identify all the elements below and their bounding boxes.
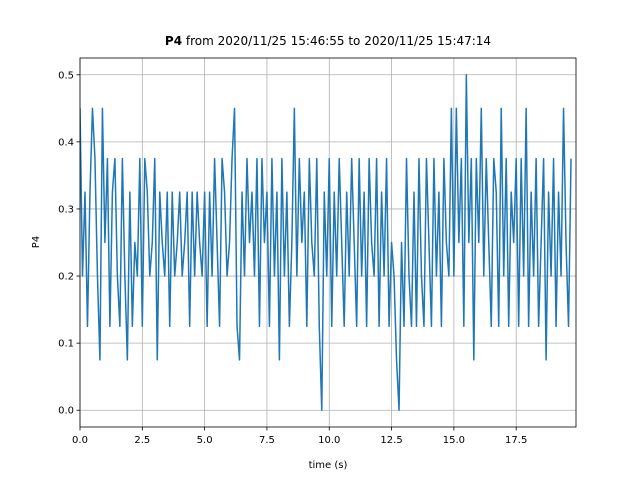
y-tick-label: 0.1 (58, 339, 74, 350)
x-tick-label: 2.5 (134, 435, 150, 446)
chart-title: P4 from 2020/11/25 15:46:55 to 2020/11/2… (165, 34, 491, 48)
y-tick-label: 0.3 (58, 204, 74, 215)
y-tick-label: 0.2 (58, 272, 74, 283)
x-axis-label: time (s) (309, 460, 348, 471)
x-tick-label: 15.0 (443, 435, 465, 446)
title-bold: P4 (165, 34, 182, 48)
y-tick-label: 0.5 (58, 70, 74, 81)
y-tick-label: 0.4 (58, 137, 74, 148)
y-axis-label: P4 (31, 236, 42, 248)
plot-frame (79, 57, 577, 428)
x-tick-label: 7.5 (259, 435, 275, 446)
x-tick-label: 17.5 (505, 435, 527, 446)
x-tick-label: 0.0 (72, 435, 88, 446)
x-tick-label: 5.0 (197, 435, 213, 446)
data-line (80, 74, 572, 411)
x-tick-label: 12.5 (380, 435, 402, 446)
x-tick-label: 10.0 (318, 435, 340, 446)
y-tick-label: 0.0 (58, 406, 74, 417)
title-text: from 2020/11/25 15:46:55 to 2020/11/25 1… (186, 34, 491, 48)
